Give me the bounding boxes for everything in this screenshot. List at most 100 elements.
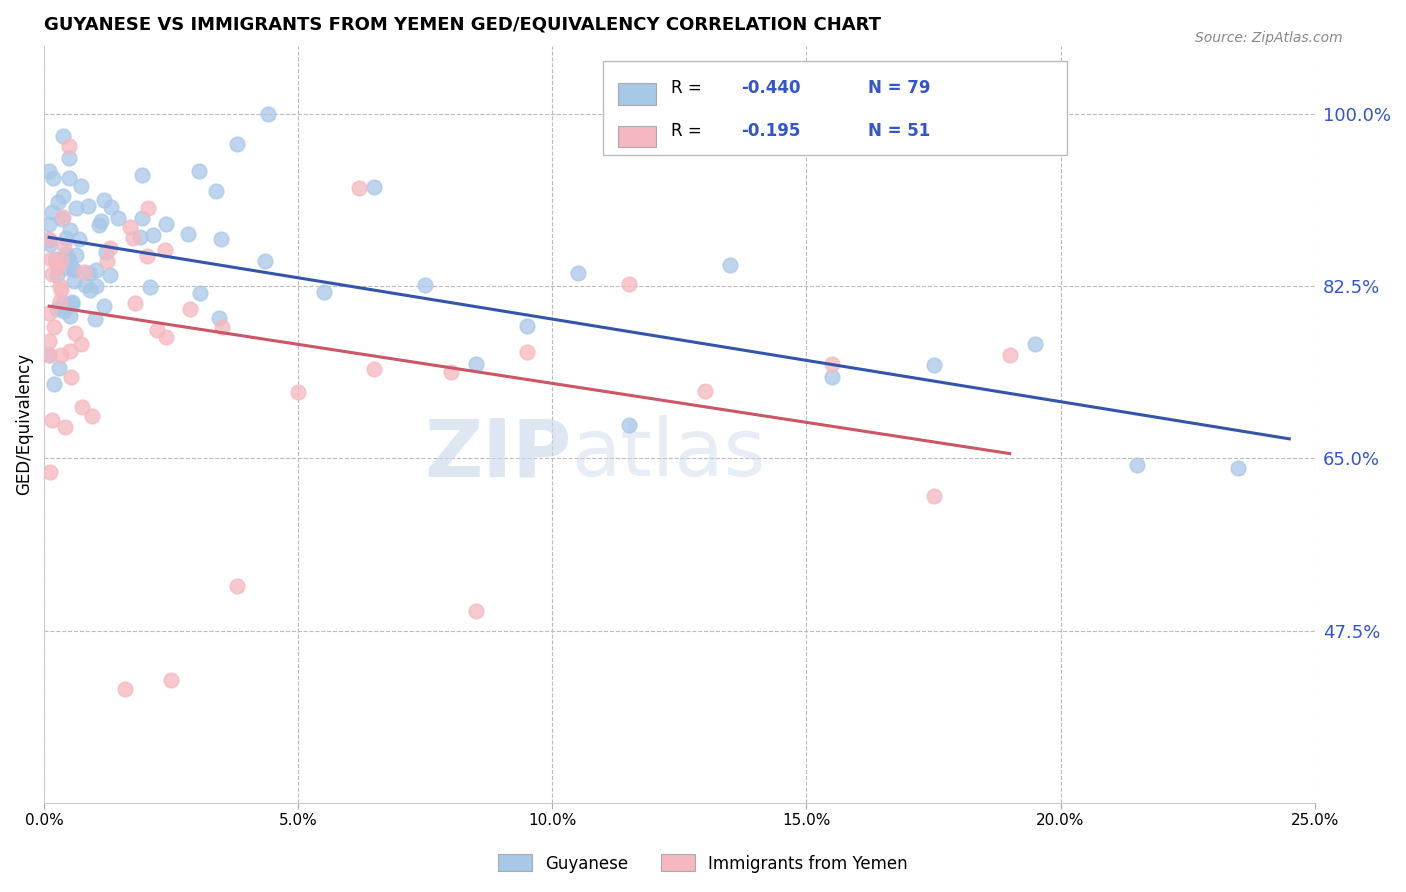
Point xyxy=(131,168,153,182)
Text: R =: R = xyxy=(672,79,707,97)
Point xyxy=(60,296,83,310)
Point xyxy=(253,253,276,268)
Point xyxy=(48,278,70,293)
Point xyxy=(60,295,83,310)
Point xyxy=(98,241,121,255)
Point xyxy=(693,384,716,399)
Point xyxy=(922,490,945,504)
Point xyxy=(63,274,86,288)
Point xyxy=(1024,337,1046,351)
Point xyxy=(347,181,370,195)
Point xyxy=(160,673,183,687)
Point xyxy=(39,252,62,266)
Point xyxy=(122,231,145,245)
Point xyxy=(73,278,96,293)
Point xyxy=(142,228,165,243)
Point xyxy=(86,279,108,293)
Point xyxy=(63,263,86,277)
Point xyxy=(226,136,249,151)
Point xyxy=(70,401,93,415)
Point xyxy=(363,180,385,194)
Point xyxy=(38,348,60,362)
Point xyxy=(65,201,87,215)
Point xyxy=(51,253,73,268)
Point xyxy=(73,265,96,279)
Point xyxy=(107,211,129,225)
Point xyxy=(287,384,309,399)
Point xyxy=(76,199,98,213)
Point xyxy=(90,214,112,228)
Point xyxy=(58,151,80,165)
Point xyxy=(155,217,177,231)
Point xyxy=(145,323,167,337)
Point xyxy=(42,319,65,334)
Text: -0.195: -0.195 xyxy=(741,122,800,140)
Point xyxy=(49,293,72,308)
Point xyxy=(93,193,115,207)
Point xyxy=(155,330,177,344)
Point xyxy=(38,233,60,247)
Point xyxy=(129,230,152,244)
Point xyxy=(208,310,231,325)
Point xyxy=(70,337,93,351)
Point xyxy=(55,419,77,434)
Point xyxy=(52,304,75,318)
Point xyxy=(41,267,63,281)
Point xyxy=(55,231,77,245)
Point xyxy=(59,223,82,237)
Legend: Guyanese, Immigrants from Yemen: Guyanese, Immigrants from Yemen xyxy=(492,847,914,880)
Point xyxy=(465,357,488,371)
Point xyxy=(209,232,232,246)
Point xyxy=(38,306,60,320)
Text: Source: ZipAtlas.com: Source: ZipAtlas.com xyxy=(1195,31,1343,45)
Point xyxy=(59,343,82,358)
Point xyxy=(136,201,159,215)
Text: atlas: atlas xyxy=(571,416,766,493)
Point xyxy=(87,218,110,232)
Point xyxy=(114,682,136,697)
FancyBboxPatch shape xyxy=(619,83,657,104)
Point xyxy=(42,170,65,185)
Point xyxy=(96,254,118,268)
Point xyxy=(84,311,107,326)
Point xyxy=(617,277,640,292)
Point xyxy=(226,579,249,593)
Point xyxy=(312,285,335,299)
Point xyxy=(52,210,75,224)
Point xyxy=(42,376,65,391)
Text: GUYANESE VS IMMIGRANTS FROM YEMEN GED/EQUIVALENCY CORRELATION CHART: GUYANESE VS IMMIGRANTS FROM YEMEN GED/EQ… xyxy=(44,15,882,33)
Point xyxy=(98,268,121,282)
Point xyxy=(205,184,228,198)
Point xyxy=(55,247,77,261)
Point xyxy=(38,217,60,231)
Point xyxy=(617,417,640,432)
Text: R =: R = xyxy=(672,122,707,140)
Point xyxy=(38,334,60,348)
Text: N = 79: N = 79 xyxy=(869,79,931,97)
Point xyxy=(80,409,103,424)
Point xyxy=(922,358,945,372)
Point xyxy=(52,128,75,143)
Point xyxy=(51,211,73,226)
Point xyxy=(58,252,80,267)
Point xyxy=(63,326,86,340)
Point xyxy=(49,283,72,297)
Point xyxy=(77,267,100,281)
Point xyxy=(100,200,122,214)
Y-axis label: GED/Equivalency: GED/Equivalency xyxy=(15,353,32,495)
Point xyxy=(131,211,153,226)
Point xyxy=(55,299,77,313)
Point xyxy=(65,248,87,262)
Point xyxy=(93,299,115,313)
Point xyxy=(45,301,67,316)
Point xyxy=(124,295,146,310)
Point xyxy=(38,232,60,246)
Point xyxy=(718,258,741,272)
Point xyxy=(516,345,538,359)
Point xyxy=(188,285,211,300)
Point xyxy=(211,319,233,334)
FancyBboxPatch shape xyxy=(603,61,1067,155)
Point xyxy=(38,348,60,362)
Point xyxy=(48,361,70,376)
Point xyxy=(60,261,83,276)
